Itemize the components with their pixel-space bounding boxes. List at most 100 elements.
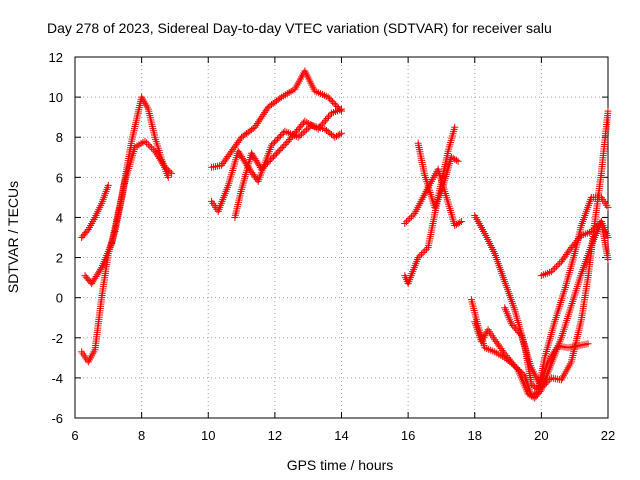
data-point bbox=[275, 133, 283, 141]
data-point bbox=[406, 214, 414, 222]
data-point bbox=[95, 267, 103, 275]
y-tick-label: 10 bbox=[49, 90, 63, 105]
data-point bbox=[249, 170, 257, 178]
data-point bbox=[252, 121, 260, 129]
data-point bbox=[303, 126, 311, 134]
data-point bbox=[234, 147, 242, 155]
data-point bbox=[271, 151, 279, 159]
data-point bbox=[499, 348, 507, 356]
data-point bbox=[273, 135, 281, 143]
data-point bbox=[219, 160, 227, 168]
data-point bbox=[556, 259, 564, 267]
data-point bbox=[277, 145, 285, 153]
data-point bbox=[592, 222, 600, 230]
data-point bbox=[570, 240, 578, 248]
data-point bbox=[510, 323, 518, 331]
data-point bbox=[158, 158, 166, 166]
data-point bbox=[594, 221, 602, 229]
data-point bbox=[272, 150, 280, 158]
data-point bbox=[494, 341, 502, 349]
data-point bbox=[492, 338, 500, 346]
data-point bbox=[507, 320, 515, 328]
data-point bbox=[166, 168, 174, 176]
series-pass-morning-a bbox=[78, 181, 112, 241]
data-point bbox=[539, 382, 547, 390]
data-point bbox=[238, 153, 246, 161]
data-point bbox=[457, 217, 465, 225]
data-point bbox=[257, 114, 265, 122]
data-point bbox=[155, 154, 163, 162]
data-point bbox=[263, 159, 271, 167]
data-point bbox=[262, 107, 270, 115]
data-point bbox=[529, 393, 537, 401]
data-point bbox=[323, 115, 331, 123]
data-point bbox=[507, 357, 515, 365]
data-point bbox=[164, 173, 172, 181]
data-point bbox=[491, 336, 499, 344]
data-point bbox=[456, 218, 464, 226]
data-point bbox=[249, 124, 257, 132]
data-point bbox=[250, 153, 258, 161]
data-point bbox=[223, 154, 231, 162]
data-point bbox=[560, 254, 568, 262]
data-point bbox=[409, 211, 417, 219]
data-point bbox=[91, 274, 99, 282]
data-point bbox=[497, 345, 505, 353]
data-point bbox=[511, 362, 519, 370]
data-point bbox=[402, 218, 410, 226]
data-point bbox=[569, 242, 577, 250]
data-point bbox=[451, 123, 459, 131]
data-point bbox=[229, 146, 237, 154]
data-point bbox=[164, 166, 172, 174]
data-point bbox=[404, 216, 412, 224]
x-tick-label: 8 bbox=[138, 428, 145, 443]
y-tick-label: 8 bbox=[56, 130, 63, 145]
series-pass-midday-a bbox=[208, 67, 345, 171]
data-point bbox=[296, 132, 304, 140]
data-point bbox=[574, 235, 582, 243]
data-point bbox=[452, 156, 460, 164]
data-point bbox=[557, 258, 565, 266]
data-point bbox=[90, 276, 98, 284]
data-point bbox=[236, 151, 244, 159]
data-point bbox=[407, 213, 415, 221]
x-tick-label: 16 bbox=[401, 428, 415, 443]
data-point bbox=[417, 250, 425, 258]
y-tick-label: -4 bbox=[51, 371, 63, 386]
data-point bbox=[261, 162, 269, 170]
data-point bbox=[239, 154, 247, 162]
y-tick-label: 2 bbox=[56, 251, 63, 266]
data-point bbox=[591, 224, 599, 232]
data-point bbox=[94, 269, 102, 277]
series-pass-evening-e bbox=[537, 217, 612, 280]
data-point bbox=[322, 116, 330, 124]
data-point bbox=[266, 156, 274, 164]
data-point bbox=[604, 203, 612, 211]
y-tick-label: 6 bbox=[56, 170, 63, 185]
data-point bbox=[584, 340, 592, 348]
data-point bbox=[88, 280, 96, 288]
data-point bbox=[320, 118, 328, 126]
data-point bbox=[278, 143, 286, 151]
data-point bbox=[144, 141, 152, 149]
data-point bbox=[252, 156, 260, 164]
data-point bbox=[508, 359, 516, 367]
data-point bbox=[283, 139, 291, 147]
grid bbox=[75, 57, 608, 418]
x-axis: 6 8 10 12 14 16 18 20 22 bbox=[71, 57, 615, 443]
data-point bbox=[221, 156, 229, 164]
data-point bbox=[326, 95, 334, 103]
data-point bbox=[274, 148, 282, 156]
data-point bbox=[316, 123, 324, 131]
data-point bbox=[567, 244, 575, 252]
x-tick-label: 6 bbox=[71, 428, 78, 443]
data-point bbox=[327, 96, 335, 104]
data-point bbox=[587, 227, 595, 235]
series-pass-afternoon-b bbox=[401, 165, 465, 229]
series-pass-morning-c bbox=[78, 137, 176, 366]
data-point bbox=[231, 142, 239, 150]
y-tick-label: 0 bbox=[56, 291, 63, 306]
data-point bbox=[604, 107, 612, 115]
data-point bbox=[565, 247, 573, 255]
data-point bbox=[604, 234, 612, 241]
